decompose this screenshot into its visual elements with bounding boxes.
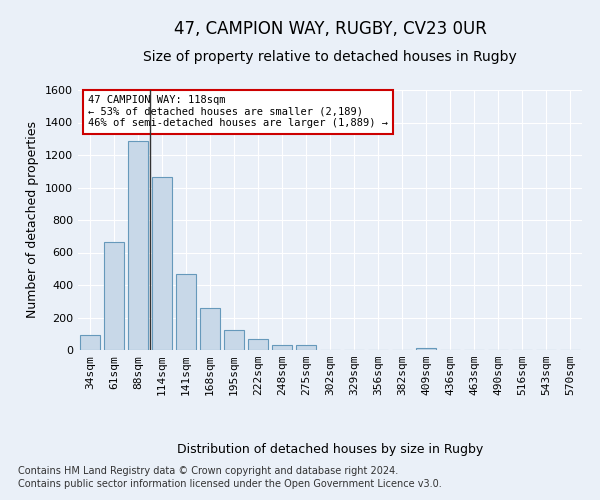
Bar xyxy=(416,348,436,350)
Text: Contains public sector information licensed under the Open Government Licence v3: Contains public sector information licen… xyxy=(18,479,442,489)
Text: Size of property relative to detached houses in Rugby: Size of property relative to detached ho… xyxy=(143,50,517,64)
Bar xyxy=(224,330,244,350)
Text: 47 CAMPION WAY: 118sqm
← 53% of detached houses are smaller (2,189)
46% of semi-: 47 CAMPION WAY: 118sqm ← 53% of detached… xyxy=(88,95,388,128)
Text: Contains HM Land Registry data © Crown copyright and database right 2024.: Contains HM Land Registry data © Crown c… xyxy=(18,466,398,476)
Bar xyxy=(152,177,172,350)
Bar xyxy=(104,242,124,350)
Bar xyxy=(296,345,316,350)
Bar xyxy=(272,345,292,350)
Bar xyxy=(80,334,100,350)
Bar xyxy=(248,340,268,350)
Y-axis label: Number of detached properties: Number of detached properties xyxy=(26,122,40,318)
Bar xyxy=(200,308,220,350)
Text: 47, CAMPION WAY, RUGBY, CV23 0UR: 47, CAMPION WAY, RUGBY, CV23 0UR xyxy=(173,20,487,38)
Text: Distribution of detached houses by size in Rugby: Distribution of detached houses by size … xyxy=(177,442,483,456)
Bar xyxy=(128,141,148,350)
Bar xyxy=(176,274,196,350)
